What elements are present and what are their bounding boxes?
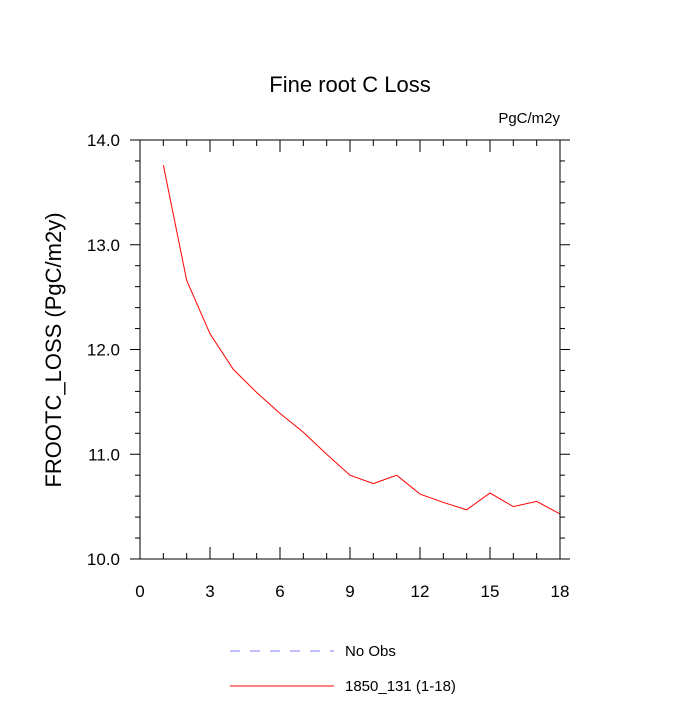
y-tick-label: 11.0 [88, 445, 120, 464]
legend-label: 1850_131 (1-18) [345, 678, 456, 695]
x-tick-label: 0 [135, 582, 144, 601]
axis-ticks [130, 139, 570, 560]
chart-title: Fine root C Loss [269, 72, 430, 97]
x-tick-label: 18 [551, 582, 570, 601]
y-tick-label: 13.0 [87, 236, 120, 255]
units-label: PgC/m2y [498, 110, 560, 127]
legend-label: No Obs [345, 643, 396, 660]
x-tick-label: 9 [345, 582, 354, 601]
y-tick-label: 14.0 [87, 131, 120, 150]
legend: No Obs 1850_131 (1-18) [230, 643, 456, 695]
x-tick-label: 6 [275, 582, 284, 601]
x-tick-label: 15 [481, 582, 500, 601]
plot-frame [139, 139, 561, 560]
y-tick-label: 12.0 [87, 341, 120, 360]
series-line [162, 165, 561, 515]
y-tick-label: 10.0 [87, 550, 120, 569]
x-tick-label: 12 [411, 582, 430, 601]
x-tick-label: 3 [205, 582, 214, 601]
axis-tick-labels: 0 3 6 9 12 15 18 10.0 11.0 12.0 13.0 14.0 [87, 131, 570, 601]
series-layer [162, 165, 561, 515]
y-axis-label: FROOTC_LOSS (PgC/m2y) [41, 212, 66, 487]
